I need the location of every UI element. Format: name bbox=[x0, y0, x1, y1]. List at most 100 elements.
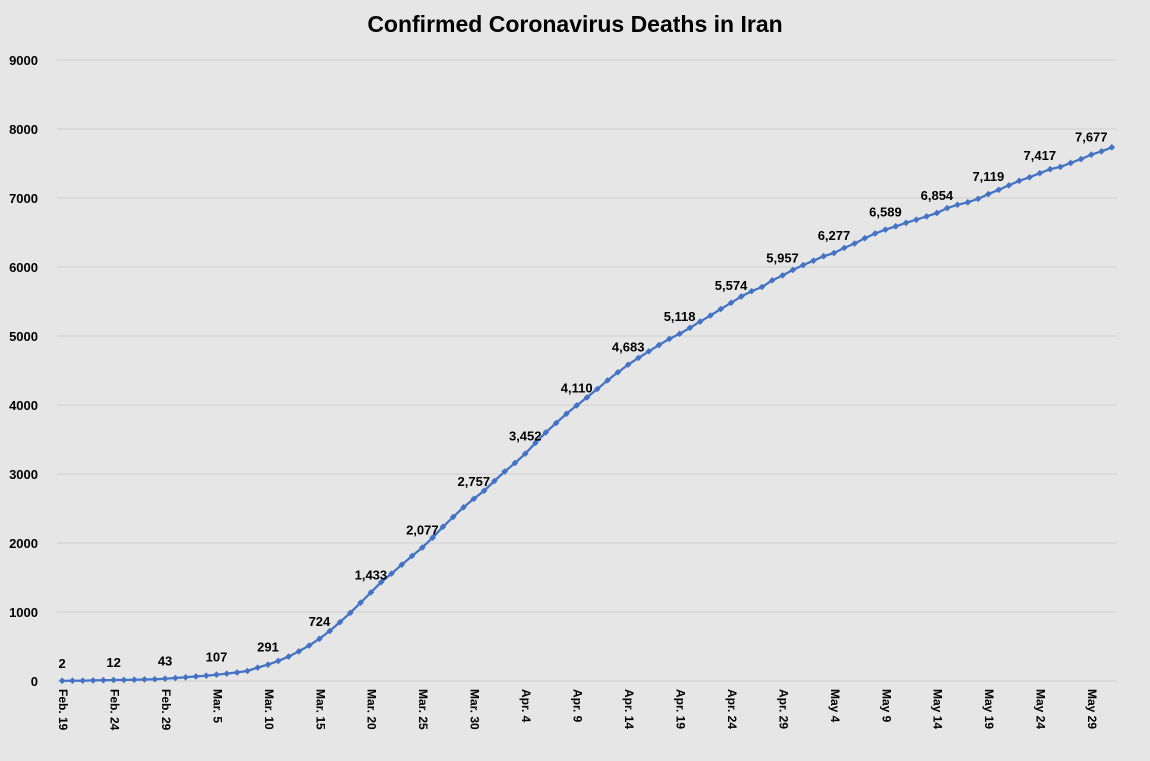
data-point bbox=[511, 459, 519, 467]
data-point bbox=[1005, 182, 1013, 189]
data-point bbox=[58, 677, 66, 685]
data-point bbox=[305, 642, 313, 649]
data-label: 5,574 bbox=[715, 278, 748, 293]
x-tick-label: Mar. 10 bbox=[262, 689, 276, 730]
data-point bbox=[985, 190, 992, 198]
x-tick-label: Apr. 19 bbox=[673, 689, 687, 729]
data-point bbox=[480, 487, 488, 495]
data-point bbox=[840, 244, 848, 252]
data-label: 291 bbox=[257, 640, 279, 655]
data-point bbox=[573, 402, 581, 409]
data-label: 5,118 bbox=[664, 309, 696, 324]
x-tick-label: Apr. 4 bbox=[519, 689, 533, 723]
data-label: 1,433 bbox=[355, 567, 388, 582]
data-point bbox=[686, 324, 694, 332]
data-point bbox=[141, 676, 148, 683]
data-point bbox=[367, 589, 375, 596]
data-label: 2,757 bbox=[458, 474, 491, 489]
data-point bbox=[532, 439, 539, 447]
data-label: 3,452 bbox=[509, 429, 542, 444]
data-point bbox=[130, 676, 138, 683]
x-tick-label: Apr. 24 bbox=[725, 689, 739, 729]
data-point bbox=[593, 385, 601, 393]
data-point bbox=[192, 673, 200, 680]
y-tick-label: 1000 bbox=[9, 605, 38, 620]
data-point bbox=[254, 664, 261, 671]
y-tick-label: 5000 bbox=[9, 329, 38, 344]
data-point bbox=[717, 305, 725, 313]
data-point bbox=[995, 186, 1002, 194]
data-point bbox=[408, 552, 416, 560]
data-point bbox=[202, 672, 210, 679]
data-point bbox=[563, 410, 570, 418]
data-point bbox=[274, 657, 282, 665]
data-label: 12 bbox=[106, 655, 120, 670]
data-point bbox=[552, 419, 560, 427]
data-point bbox=[830, 249, 838, 257]
data-point bbox=[758, 283, 766, 291]
data-point bbox=[964, 199, 972, 206]
data-point bbox=[861, 234, 869, 242]
y-tick-label: 6000 bbox=[9, 260, 38, 275]
y-tick-label: 2000 bbox=[9, 536, 38, 551]
data-point bbox=[1108, 144, 1116, 151]
data-point bbox=[820, 252, 827, 260]
x-tick-label: Feb. 24 bbox=[107, 689, 121, 731]
data-point bbox=[501, 468, 508, 475]
data-point bbox=[892, 223, 900, 230]
data-point bbox=[89, 677, 97, 684]
data-point bbox=[285, 653, 292, 660]
x-tick-label: Apr. 9 bbox=[571, 689, 585, 723]
data-point bbox=[244, 667, 251, 675]
data-point bbox=[110, 676, 117, 684]
data-point bbox=[913, 216, 920, 224]
data-point bbox=[954, 201, 961, 209]
y-tick-label: 8000 bbox=[9, 122, 38, 137]
data-point bbox=[789, 266, 797, 274]
chart-title: Confirmed Coronavirus Deaths in Iran bbox=[367, 11, 783, 37]
data-point bbox=[1067, 159, 1074, 167]
data-point bbox=[470, 495, 478, 503]
data-label: 5,957 bbox=[766, 250, 799, 265]
data-label: 6,854 bbox=[921, 188, 954, 203]
data-point bbox=[1036, 169, 1044, 177]
y-tick-label: 7000 bbox=[9, 191, 38, 206]
data-point bbox=[377, 578, 385, 586]
data-point bbox=[316, 635, 323, 643]
data-point bbox=[851, 240, 858, 247]
data-point bbox=[666, 335, 673, 343]
data-point bbox=[768, 277, 776, 284]
data-label: 4,683 bbox=[612, 340, 645, 355]
y-tick-label: 0 bbox=[31, 674, 38, 689]
data-point bbox=[491, 477, 498, 485]
data-label: 7,677 bbox=[1075, 130, 1108, 145]
x-tick-label: Apr. 29 bbox=[776, 689, 790, 729]
data-point bbox=[326, 627, 334, 635]
data-point bbox=[79, 677, 87, 684]
data-label: 6,277 bbox=[818, 228, 851, 243]
x-tick-label: Feb. 19 bbox=[56, 689, 70, 731]
data-point bbox=[449, 513, 457, 521]
data-point bbox=[357, 599, 364, 606]
data-point bbox=[707, 312, 714, 319]
data-label: 6,589 bbox=[869, 205, 902, 220]
x-tick-label: May 4 bbox=[828, 689, 842, 723]
data-point bbox=[264, 661, 272, 668]
data-label: 2 bbox=[59, 656, 66, 671]
x-tick-label: Mar. 15 bbox=[313, 689, 327, 730]
data-point bbox=[1077, 155, 1085, 163]
data-point bbox=[655, 341, 663, 349]
data-point bbox=[676, 330, 683, 338]
data-point bbox=[923, 213, 930, 220]
x-tick-label: Mar. 20 bbox=[365, 689, 379, 730]
data-label: 4,110 bbox=[561, 380, 593, 395]
data-point bbox=[388, 570, 395, 577]
data-point bbox=[902, 219, 910, 227]
data-point bbox=[521, 450, 529, 458]
y-tick-label: 9000 bbox=[9, 53, 38, 68]
data-point bbox=[223, 670, 231, 677]
data-point bbox=[779, 272, 786, 279]
data-point bbox=[120, 676, 128, 684]
